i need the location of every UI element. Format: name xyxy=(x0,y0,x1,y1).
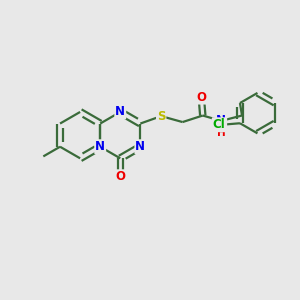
Text: Cl: Cl xyxy=(213,118,226,131)
Text: N: N xyxy=(216,114,226,128)
Text: N: N xyxy=(115,106,125,118)
Text: N: N xyxy=(135,140,146,153)
Text: H: H xyxy=(218,128,226,138)
Text: O: O xyxy=(115,170,125,183)
Text: O: O xyxy=(196,91,206,103)
Text: S: S xyxy=(157,110,165,123)
Text: N: N xyxy=(95,140,105,153)
